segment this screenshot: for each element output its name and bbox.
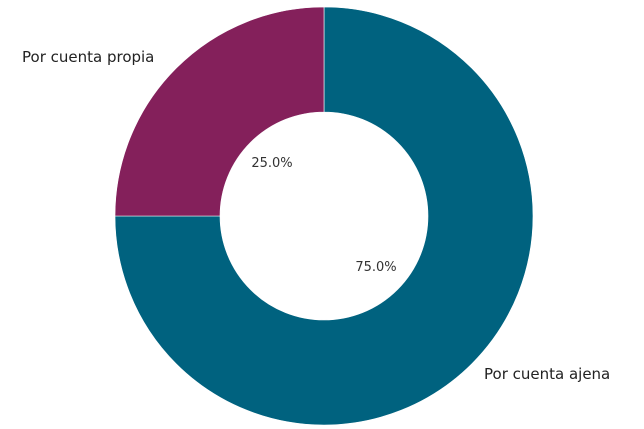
- slice-cuenta-propia: [114, 6, 325, 217]
- slices-layer: [114, 6, 534, 426]
- category-label-cuenta-ajena: Por cuenta ajena: [484, 365, 610, 383]
- slice-cuenta-ajena: [114, 6, 534, 426]
- category-label-cuenta-propia: Por cuenta propia: [22, 48, 154, 66]
- slice-percent-label-cuenta-ajena: 75.0%: [355, 260, 396, 275]
- slice-percent-label-cuenta-propia: 25.0%: [251, 156, 292, 171]
